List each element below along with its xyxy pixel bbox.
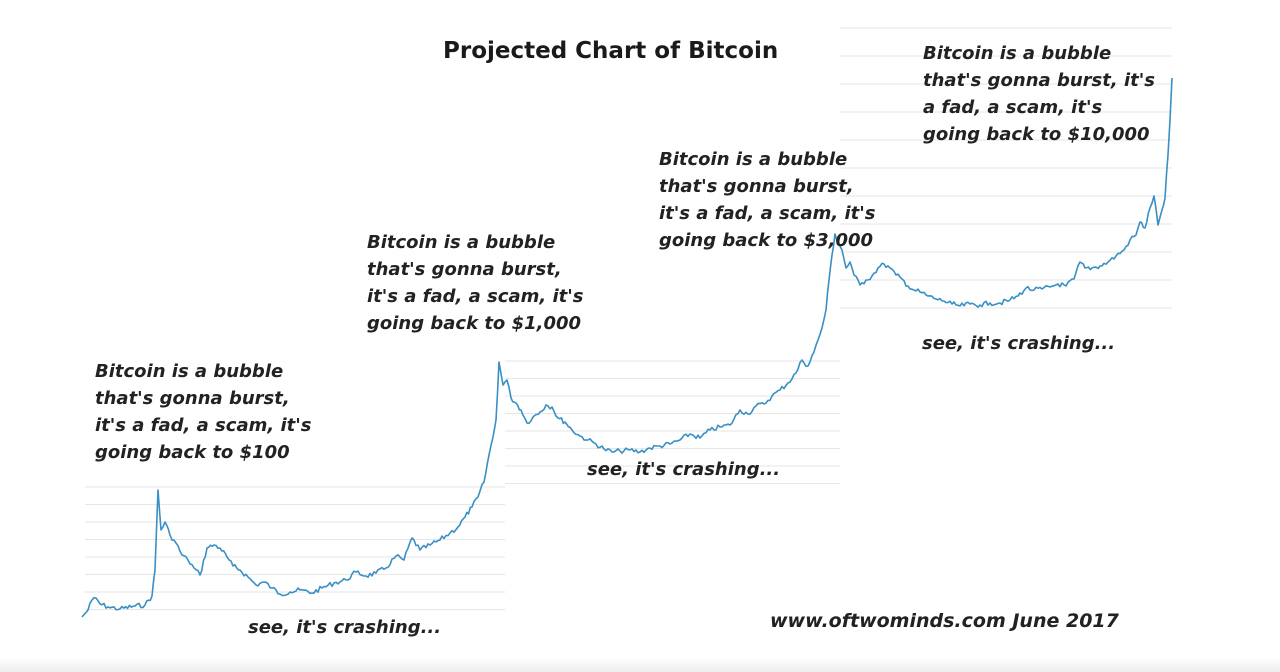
annotation-1-line-4: going back to $100 (95, 442, 290, 463)
annotation-2: Bitcoin is a bubble that's gonna burst, … (367, 229, 583, 337)
crash-label-2: see, it's crashing... (587, 459, 781, 480)
source-credit: www.oftwominds.com June 2017 (770, 610, 1119, 632)
chart-title: Projected Chart of Bitcoin (443, 38, 779, 64)
annotation-3-line-3: it's a fad, a scam, it's (659, 203, 876, 224)
annotation-3-line-2: that's gonna burst, (659, 176, 854, 197)
crash-label-1: see, it's crashing... (248, 617, 442, 638)
annotation-2-line-1: Bitcoin is a bubble (367, 232, 556, 253)
annotation-3-line-4: going back to $3,000 (659, 230, 874, 251)
window-bottom-edge (0, 658, 1280, 672)
annotation-4-line-3: a fad, a scam, it's (923, 97, 1103, 118)
annotation-1-line-1: Bitcoin is a bubble (95, 361, 284, 382)
annotation-2-line-2: that's gonna burst, (367, 259, 562, 280)
annotation-2-line-4: going back to $1,000 (367, 313, 582, 334)
annotation-1: Bitcoin is a bubble that's gonna burst, … (95, 358, 311, 466)
crash-label-3: see, it's crashing... (922, 333, 1116, 354)
price-series-line (81, 77, 1173, 618)
annotation-4: Bitcoin is a bubble that's gonna burst, … (923, 40, 1155, 148)
annotation-2-line-3: it's a fad, a scam, it's (367, 286, 584, 307)
annotation-4-line-4: going back to $10,000 (923, 124, 1150, 145)
annotation-4-line-1: Bitcoin is a bubble (923, 43, 1112, 64)
annotation-3: Bitcoin is a bubble that's gonna burst, … (659, 146, 875, 254)
annotation-3-line-1: Bitcoin is a bubble (659, 149, 848, 170)
annotation-1-line-3: it's a fad, a scam, it's (95, 415, 312, 436)
annotation-4-line-2: that's gonna burst, it's (923, 70, 1155, 91)
annotation-1-line-2: that's gonna burst, (95, 388, 290, 409)
